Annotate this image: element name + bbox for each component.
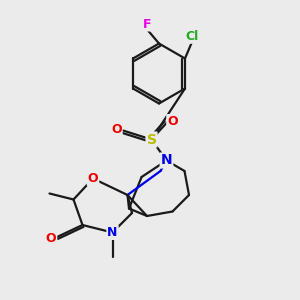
Text: O: O bbox=[46, 232, 56, 245]
Text: O: O bbox=[111, 123, 122, 136]
Text: N: N bbox=[161, 154, 172, 167]
Text: F: F bbox=[143, 17, 151, 31]
Text: O: O bbox=[88, 172, 98, 185]
Text: O: O bbox=[167, 115, 178, 128]
Text: N: N bbox=[107, 226, 118, 239]
Text: Cl: Cl bbox=[186, 30, 199, 43]
Text: S: S bbox=[146, 133, 157, 146]
